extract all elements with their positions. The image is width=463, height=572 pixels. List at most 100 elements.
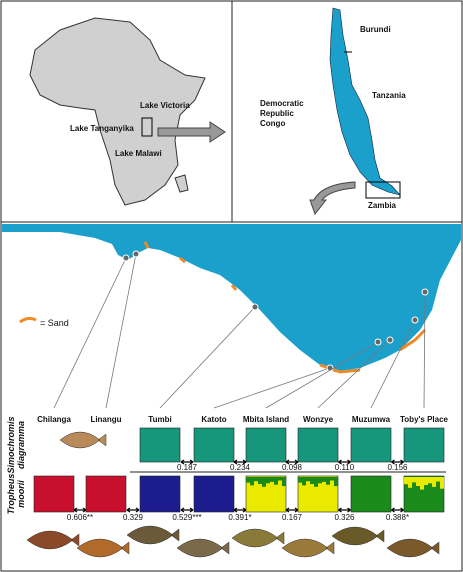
structure-box (297, 427, 339, 463)
country-label: Democratic (260, 99, 304, 108)
inset-box (365, 181, 401, 199)
structure-box (193, 427, 235, 463)
admixture (254, 477, 258, 482)
fish (59, 431, 107, 449)
site-connector (370, 319, 416, 409)
site-connector (53, 257, 127, 409)
structure-box (85, 475, 127, 513)
inset-box (141, 117, 153, 137)
fish (176, 538, 230, 558)
madagascar (174, 174, 189, 193)
site-label: Toby's Place (400, 415, 449, 424)
site-label: Muzumwa (352, 415, 391, 424)
country-label: Congo (260, 119, 285, 128)
arrow (233, 507, 247, 513)
arrow (309, 181, 356, 216)
admixture (250, 477, 254, 486)
structure-box (245, 427, 287, 463)
fst-value: 0.388* (386, 513, 409, 522)
site-connector (213, 367, 331, 409)
arrow (391, 459, 404, 465)
admixture (310, 477, 314, 484)
fst-value: 0.234 (230, 463, 251, 472)
fst-value: 0.187 (177, 463, 198, 472)
site-label: Tumbi (148, 415, 171, 424)
site-label: Wonzye (303, 415, 334, 424)
sand (143, 241, 427, 374)
arrow (285, 507, 299, 513)
admixture (334, 477, 338, 487)
species-name: diagramma (16, 421, 26, 469)
site-marker (132, 250, 140, 258)
sand-patch (179, 256, 186, 264)
admixture (412, 477, 416, 483)
admixture (330, 477, 334, 481)
admixture (436, 477, 440, 482)
legend-label: = Sand (40, 318, 69, 328)
fst-value: 0.529*** (172, 513, 201, 522)
fish (386, 538, 440, 558)
fst-value: 0.110 (335, 463, 355, 472)
arrow (73, 507, 87, 513)
site-connector (159, 306, 256, 409)
site-marker (386, 336, 394, 344)
site-label: Linangu (90, 415, 121, 424)
arrow (233, 459, 247, 465)
fst-value: 0.329 (123, 513, 144, 522)
fst-value: 0.156 (387, 463, 408, 472)
admixture (306, 477, 310, 482)
species-name: Tropheus (6, 474, 16, 515)
admixture (408, 477, 412, 488)
admixture (274, 477, 278, 485)
site-label: Chilanga (37, 415, 71, 424)
admixture (282, 477, 286, 487)
lake-tanganyika (329, 7, 401, 196)
fst-value: 0.167 (282, 513, 303, 522)
admixture (432, 477, 436, 487)
structure-box (350, 475, 392, 513)
generated: Lake Victoria Lake Tanganyika Lake Malawi B… (6, 25, 449, 558)
sand-patch (230, 284, 238, 291)
arrow (180, 459, 194, 465)
map-label: Lake Victoria (140, 101, 190, 110)
admixture (420, 477, 424, 490)
country-label: Tanzania (372, 91, 406, 100)
admixture (270, 477, 274, 482)
fish (331, 526, 385, 546)
arrow (126, 507, 140, 513)
admixture (318, 477, 322, 484)
site-marker (374, 338, 382, 346)
admixture (278, 477, 282, 481)
structure-box (139, 427, 181, 463)
arrow (338, 459, 351, 465)
structure-box (193, 475, 235, 513)
fst-value: 0.098 (282, 463, 303, 472)
site-marker (122, 254, 130, 262)
site-label: Katoto (201, 415, 226, 424)
admixture (428, 477, 432, 484)
site-connector (105, 253, 137, 409)
structure-box (350, 427, 392, 463)
country-label: Zambia (368, 201, 397, 210)
lake-south (2, 224, 461, 372)
arrow (391, 507, 404, 513)
sand-patch (143, 241, 150, 249)
sand-patch (399, 328, 427, 352)
map-label: Lake Malawi (115, 149, 162, 158)
africa (29, 17, 206, 206)
admixture (326, 477, 330, 485)
admixture (322, 477, 326, 482)
fish (26, 530, 80, 550)
fst-value: 0.391* (228, 513, 251, 522)
admixture (246, 477, 250, 483)
site-marker (251, 303, 259, 311)
fst-value: 0.606** (67, 513, 93, 522)
site-marker (421, 288, 429, 296)
admixture (258, 477, 262, 484)
fst-value: 0.326 (334, 513, 355, 522)
structure-box (139, 475, 181, 513)
arrow (157, 121, 226, 143)
fish (126, 525, 180, 545)
fish (231, 528, 285, 548)
